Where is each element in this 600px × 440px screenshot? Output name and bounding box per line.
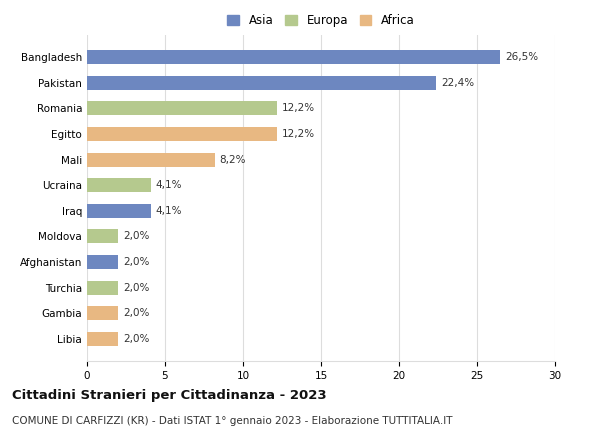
Bar: [87, 229, 118, 243]
Bar: [87, 204, 151, 218]
Text: Cittadini Stranieri per Cittadinanza - 2023: Cittadini Stranieri per Cittadinanza - 2…: [12, 389, 326, 403]
Text: 2,0%: 2,0%: [123, 308, 149, 318]
Text: 2,0%: 2,0%: [123, 257, 149, 267]
Bar: [87, 306, 118, 320]
Bar: [87, 332, 118, 346]
Text: 2,0%: 2,0%: [123, 334, 149, 344]
Bar: [87, 153, 215, 167]
Text: 22,4%: 22,4%: [441, 78, 474, 88]
Legend: Asia, Europa, Africa: Asia, Europa, Africa: [225, 12, 417, 29]
Text: 4,1%: 4,1%: [155, 180, 182, 190]
Text: 12,2%: 12,2%: [282, 103, 315, 114]
Text: 12,2%: 12,2%: [282, 129, 315, 139]
Bar: [87, 178, 151, 192]
Text: COMUNE DI CARFIZZI (KR) - Dati ISTAT 1° gennaio 2023 - Elaborazione TUTTITALIA.I: COMUNE DI CARFIZZI (KR) - Dati ISTAT 1° …: [12, 416, 452, 426]
Bar: [87, 127, 277, 141]
Text: 2,0%: 2,0%: [123, 231, 149, 242]
Bar: [87, 255, 118, 269]
Text: 26,5%: 26,5%: [505, 52, 538, 62]
Bar: [87, 101, 277, 115]
Text: 4,1%: 4,1%: [155, 206, 182, 216]
Bar: [87, 50, 500, 64]
Text: 8,2%: 8,2%: [220, 154, 246, 165]
Bar: [87, 281, 118, 295]
Text: 2,0%: 2,0%: [123, 282, 149, 293]
Bar: [87, 76, 436, 90]
